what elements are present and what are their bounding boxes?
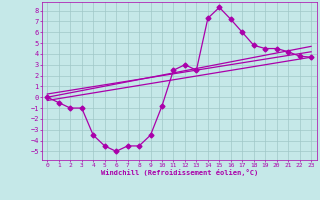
X-axis label: Windchill (Refroidissement éolien,°C): Windchill (Refroidissement éolien,°C) [100,169,258,176]
